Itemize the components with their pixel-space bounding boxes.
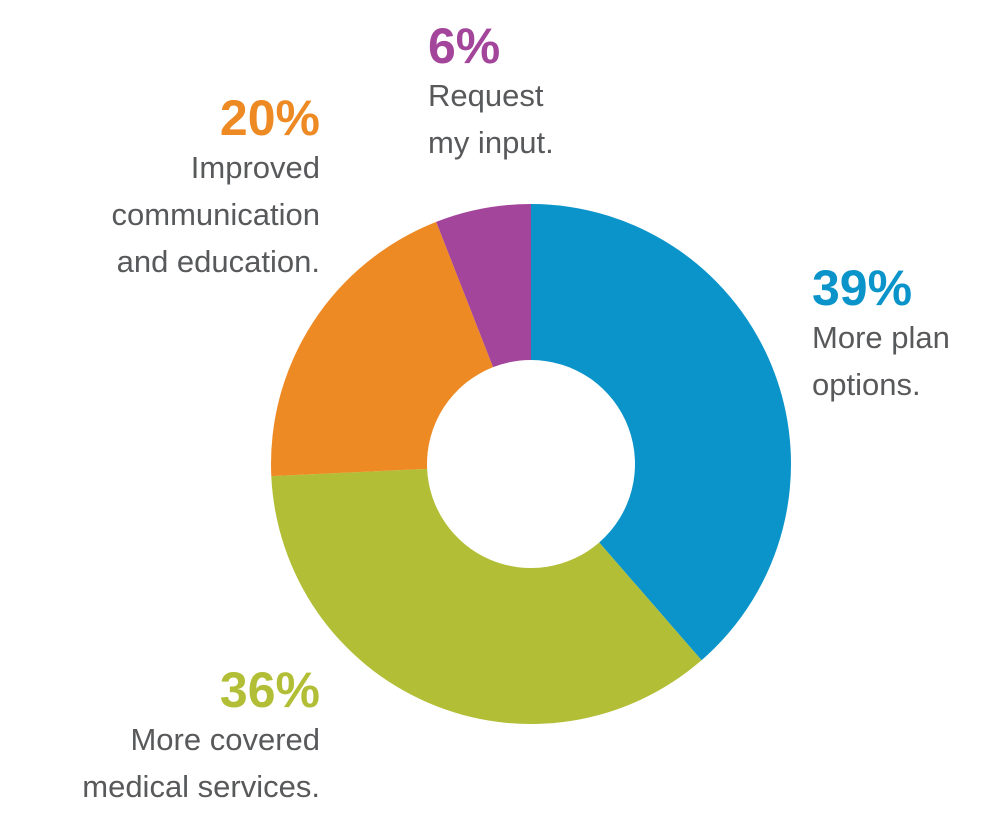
- value-label-more-covered-services: 36%: [219, 662, 320, 718]
- category-label-services-line-2: medical services.: [82, 769, 320, 804]
- value-label-more-plan-options: 39%: [812, 260, 913, 316]
- slice-improved-communication: [271, 221, 494, 477]
- category-label-services-line-1: More covered: [130, 722, 320, 757]
- category-label-options-line-1: More plan: [812, 320, 950, 355]
- category-label-options-line-2: options.: [812, 367, 921, 402]
- category-label-communication-line-1: Improved: [190, 150, 320, 185]
- category-label-request-line-1: Request: [428, 78, 544, 113]
- category-label-communication-line-2: communication: [111, 197, 320, 232]
- category-label-communication-line-3: and education.: [116, 244, 320, 279]
- label-more-plan-options: 39% More plan options.: [812, 262, 950, 408]
- label-improved-communication: 20% Improved communication and education…: [112, 92, 320, 285]
- slice-request-my-input: [436, 204, 531, 368]
- slice-more-plan-options: [531, 204, 791, 661]
- label-more-covered-services: 36% More covered medical services.: [82, 664, 320, 810]
- category-label-request-line-2: my input.: [428, 125, 554, 160]
- slice-more-covered-services: [271, 468, 702, 724]
- label-request-my-input: 6% Request my input.: [428, 20, 554, 166]
- value-label-improved-communication: 20%: [219, 90, 320, 146]
- value-label-request-my-input: 6%: [428, 18, 501, 74]
